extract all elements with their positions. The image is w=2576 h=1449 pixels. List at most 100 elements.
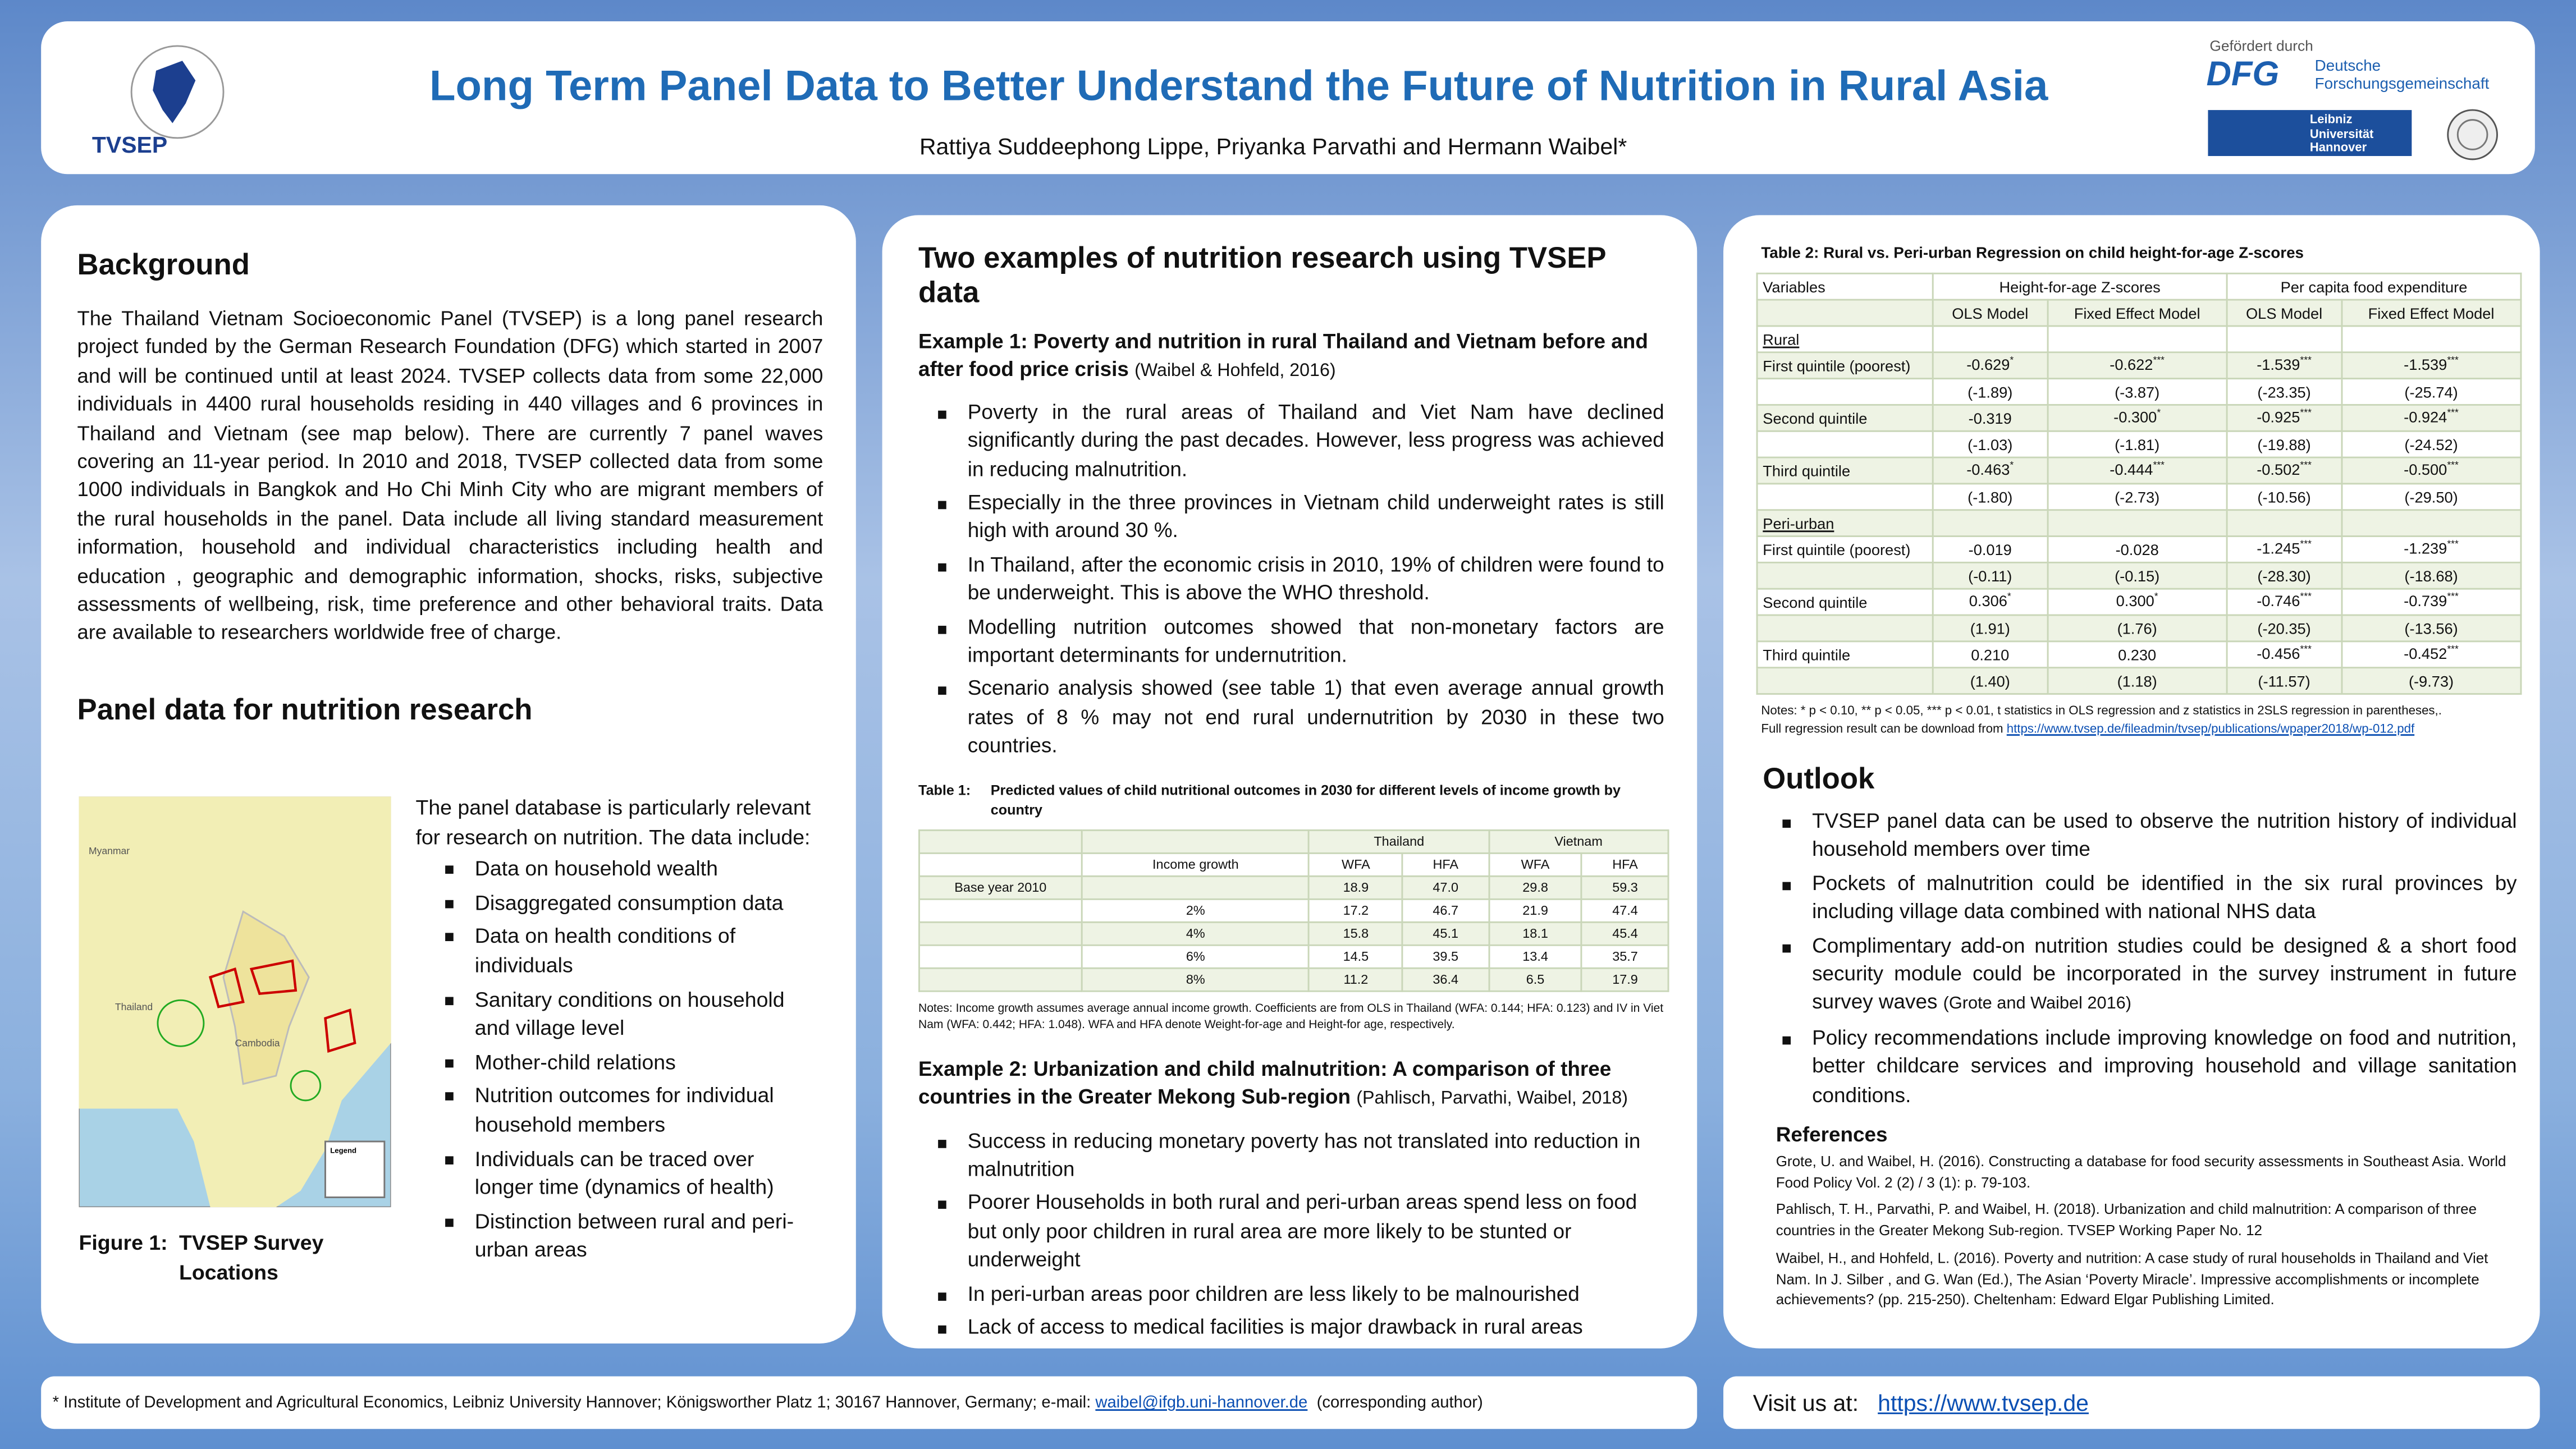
cell — [2046, 325, 2228, 354]
t-stat: (-0.15) — [2046, 561, 2228, 590]
visit: Visit us at: — [1753, 1389, 1859, 1416]
map-province — [208, 967, 245, 1008]
row: 8% 11.2 36.4 6.5 17.9 — [918, 966, 1669, 992]
significance: *** — [2447, 357, 2459, 367]
section-name: Peri-urban — [1756, 509, 1934, 538]
row: First quintile (poorest) -0.019 -0.028 -1.2… — [1756, 535, 2522, 563]
bullets: Success in reducing monetary poverty has… — [931, 1127, 1664, 1342]
bullet: Success in reducing monetary poverty has… — [931, 1127, 1664, 1185]
coefficient: -0.500*** — [2340, 456, 2522, 485]
bullet: Poverty in the rural areas of Thailand a… — [931, 399, 1664, 485]
value: 45.1 — [1401, 920, 1490, 946]
coef-value: 0.230 — [2118, 646, 2157, 663]
value: 17.9 — [1581, 966, 1669, 992]
link[interactable]: https://www.tvsep.de/fileadmin/tvsep/pub… — [2006, 720, 2415, 735]
t-stat: (-28.30) — [2226, 561, 2342, 590]
map-label: Thailand — [115, 1001, 153, 1012]
coef-value: -0.444 — [2110, 462, 2153, 479]
coefficient: -0.502*** — [2226, 456, 2342, 485]
t-stat: (-3.87) — [2046, 378, 2228, 406]
cell — [1756, 299, 1934, 327]
logo-text: TVSEP — [92, 132, 167, 158]
row: (1.40) (1.18) (-11.57) (-9.73) — [1756, 667, 2522, 695]
significance: *** — [2300, 541, 2312, 551]
bullet: In peri-urban areas poor children are le… — [931, 1280, 1664, 1309]
significance: *** — [2447, 593, 2459, 604]
map-province — [249, 959, 298, 995]
value: 13.4 — [1488, 943, 1583, 969]
coef-value: -0.502 — [2257, 462, 2300, 479]
link-intro: Full regression result can be download f… — [1761, 720, 2003, 735]
coefficient: -0.019 — [1932, 535, 2048, 563]
bullet: In Thailand, after the economic crisis i… — [931, 552, 1664, 609]
bullet: Modelling nutrition outcomes showed that… — [931, 614, 1664, 671]
t-stat: (-1.03) — [1932, 430, 2048, 458]
row-label: Second quintile — [1756, 403, 1934, 432]
right-panel: Table 2: Rural vs. Peri-urban Regression… — [1723, 215, 2540, 1349]
column-header: WFA — [1308, 852, 1403, 877]
left-panel: Background The Thailand Vietnam Socioeco… — [41, 205, 856, 1344]
row: Peri-urban — [1756, 509, 2522, 538]
coef-value: -1.245 — [2257, 541, 2300, 558]
seal-circle — [2447, 109, 2498, 161]
row: Second quintile 0.306* 0.300* -0.746*** -0.7… — [1756, 588, 2522, 616]
cell — [2340, 325, 2522, 354]
t-stat: (-2.73) — [2046, 483, 2228, 511]
t-stat: (-1.80) — [1932, 483, 2048, 511]
figure-caption: Figure 1: TVSEP Survey Locations — [79, 1228, 359, 1287]
coef-value: 0.210 — [1971, 646, 2010, 663]
row-label: First quintile (poorest) — [1756, 351, 1934, 380]
intro: The panel database is particularly relev… — [415, 795, 811, 849]
bullet: Sanitary conditions on household and vil… — [438, 985, 818, 1043]
cell — [2226, 325, 2342, 354]
row: 4% 15.8 45.1 18.1 45.4 — [918, 920, 1669, 946]
luh-line: Universität — [2309, 125, 2374, 141]
bullet: TVSEP panel data can be used to observe … — [1776, 808, 2517, 865]
figure-label: Figure 1: — [79, 1230, 168, 1255]
references-heading: References — [1776, 1124, 1888, 1147]
coef-value: -0.463 — [1966, 462, 2010, 479]
significance: * — [2010, 462, 2014, 473]
row: (-1.03) (-1.81) (-19.88) (-24.52) — [1756, 430, 2522, 458]
t-stat: (-11.57) — [2226, 667, 2342, 695]
cell — [1081, 829, 1310, 854]
coefficient: -0.925*** — [2226, 403, 2342, 432]
map-province — [324, 1008, 356, 1053]
group-header: Thailand — [1308, 829, 1490, 854]
luh-line: Hannover — [2309, 139, 2367, 155]
logo-map — [153, 61, 196, 123]
row-label: Third quintile — [1756, 640, 1934, 669]
seal-inner — [2456, 119, 2488, 150]
heading: Two examples of nutrition research using… — [918, 241, 1606, 309]
table-caption-text: Predicted values of child nutritional ou… — [990, 781, 1621, 818]
coef-value: -1.239 — [2404, 541, 2447, 558]
t-stat: (-0.11) — [1932, 561, 2048, 590]
bullet: Mother-child relations — [438, 1047, 818, 1076]
coefficient: -0.319 — [1932, 403, 2048, 432]
url[interactable]: https://www.tvsep.de — [1878, 1389, 2089, 1416]
significance: * — [2007, 593, 2011, 604]
email[interactable]: waibel@ifgb.uni-hannover.de — [1095, 1394, 1308, 1413]
citation: (Grote and Waibel 2016) — [1943, 994, 2132, 1015]
bullet: Poorer Households in both rural and peri… — [931, 1190, 1664, 1276]
significance: *** — [2447, 462, 2459, 473]
significance: * — [2157, 410, 2161, 420]
value: 21.9 — [1488, 897, 1583, 923]
coefficient: -1.245*** — [2226, 535, 2342, 563]
map-label: Cambodia — [235, 1037, 280, 1048]
cell — [1756, 561, 1934, 590]
example-title: Example 2: Urbanization and child malnut… — [918, 1056, 1664, 1115]
table-2: Variables Height-for-age Z-scores Per capi… — [1756, 272, 2522, 695]
table-notes: Notes: * p < 0.10, ** p < 0.05, *** p < … — [1761, 703, 2516, 737]
map-label: Legend — [330, 1147, 356, 1155]
header: TVSEP Long Term Panel Data to Better Und… — [41, 21, 2535, 175]
t-stat: (1.18) — [2046, 667, 2228, 695]
column-header: Income growth — [1081, 852, 1310, 877]
t-stat: (-19.88) — [2226, 430, 2342, 458]
coef-value: -0.622 — [2110, 357, 2153, 374]
t-stat: (1.40) — [1932, 667, 2048, 695]
value: 18.1 — [1488, 920, 1583, 946]
coef-value: -0.300 — [2113, 410, 2157, 427]
seal — [2447, 109, 2498, 161]
